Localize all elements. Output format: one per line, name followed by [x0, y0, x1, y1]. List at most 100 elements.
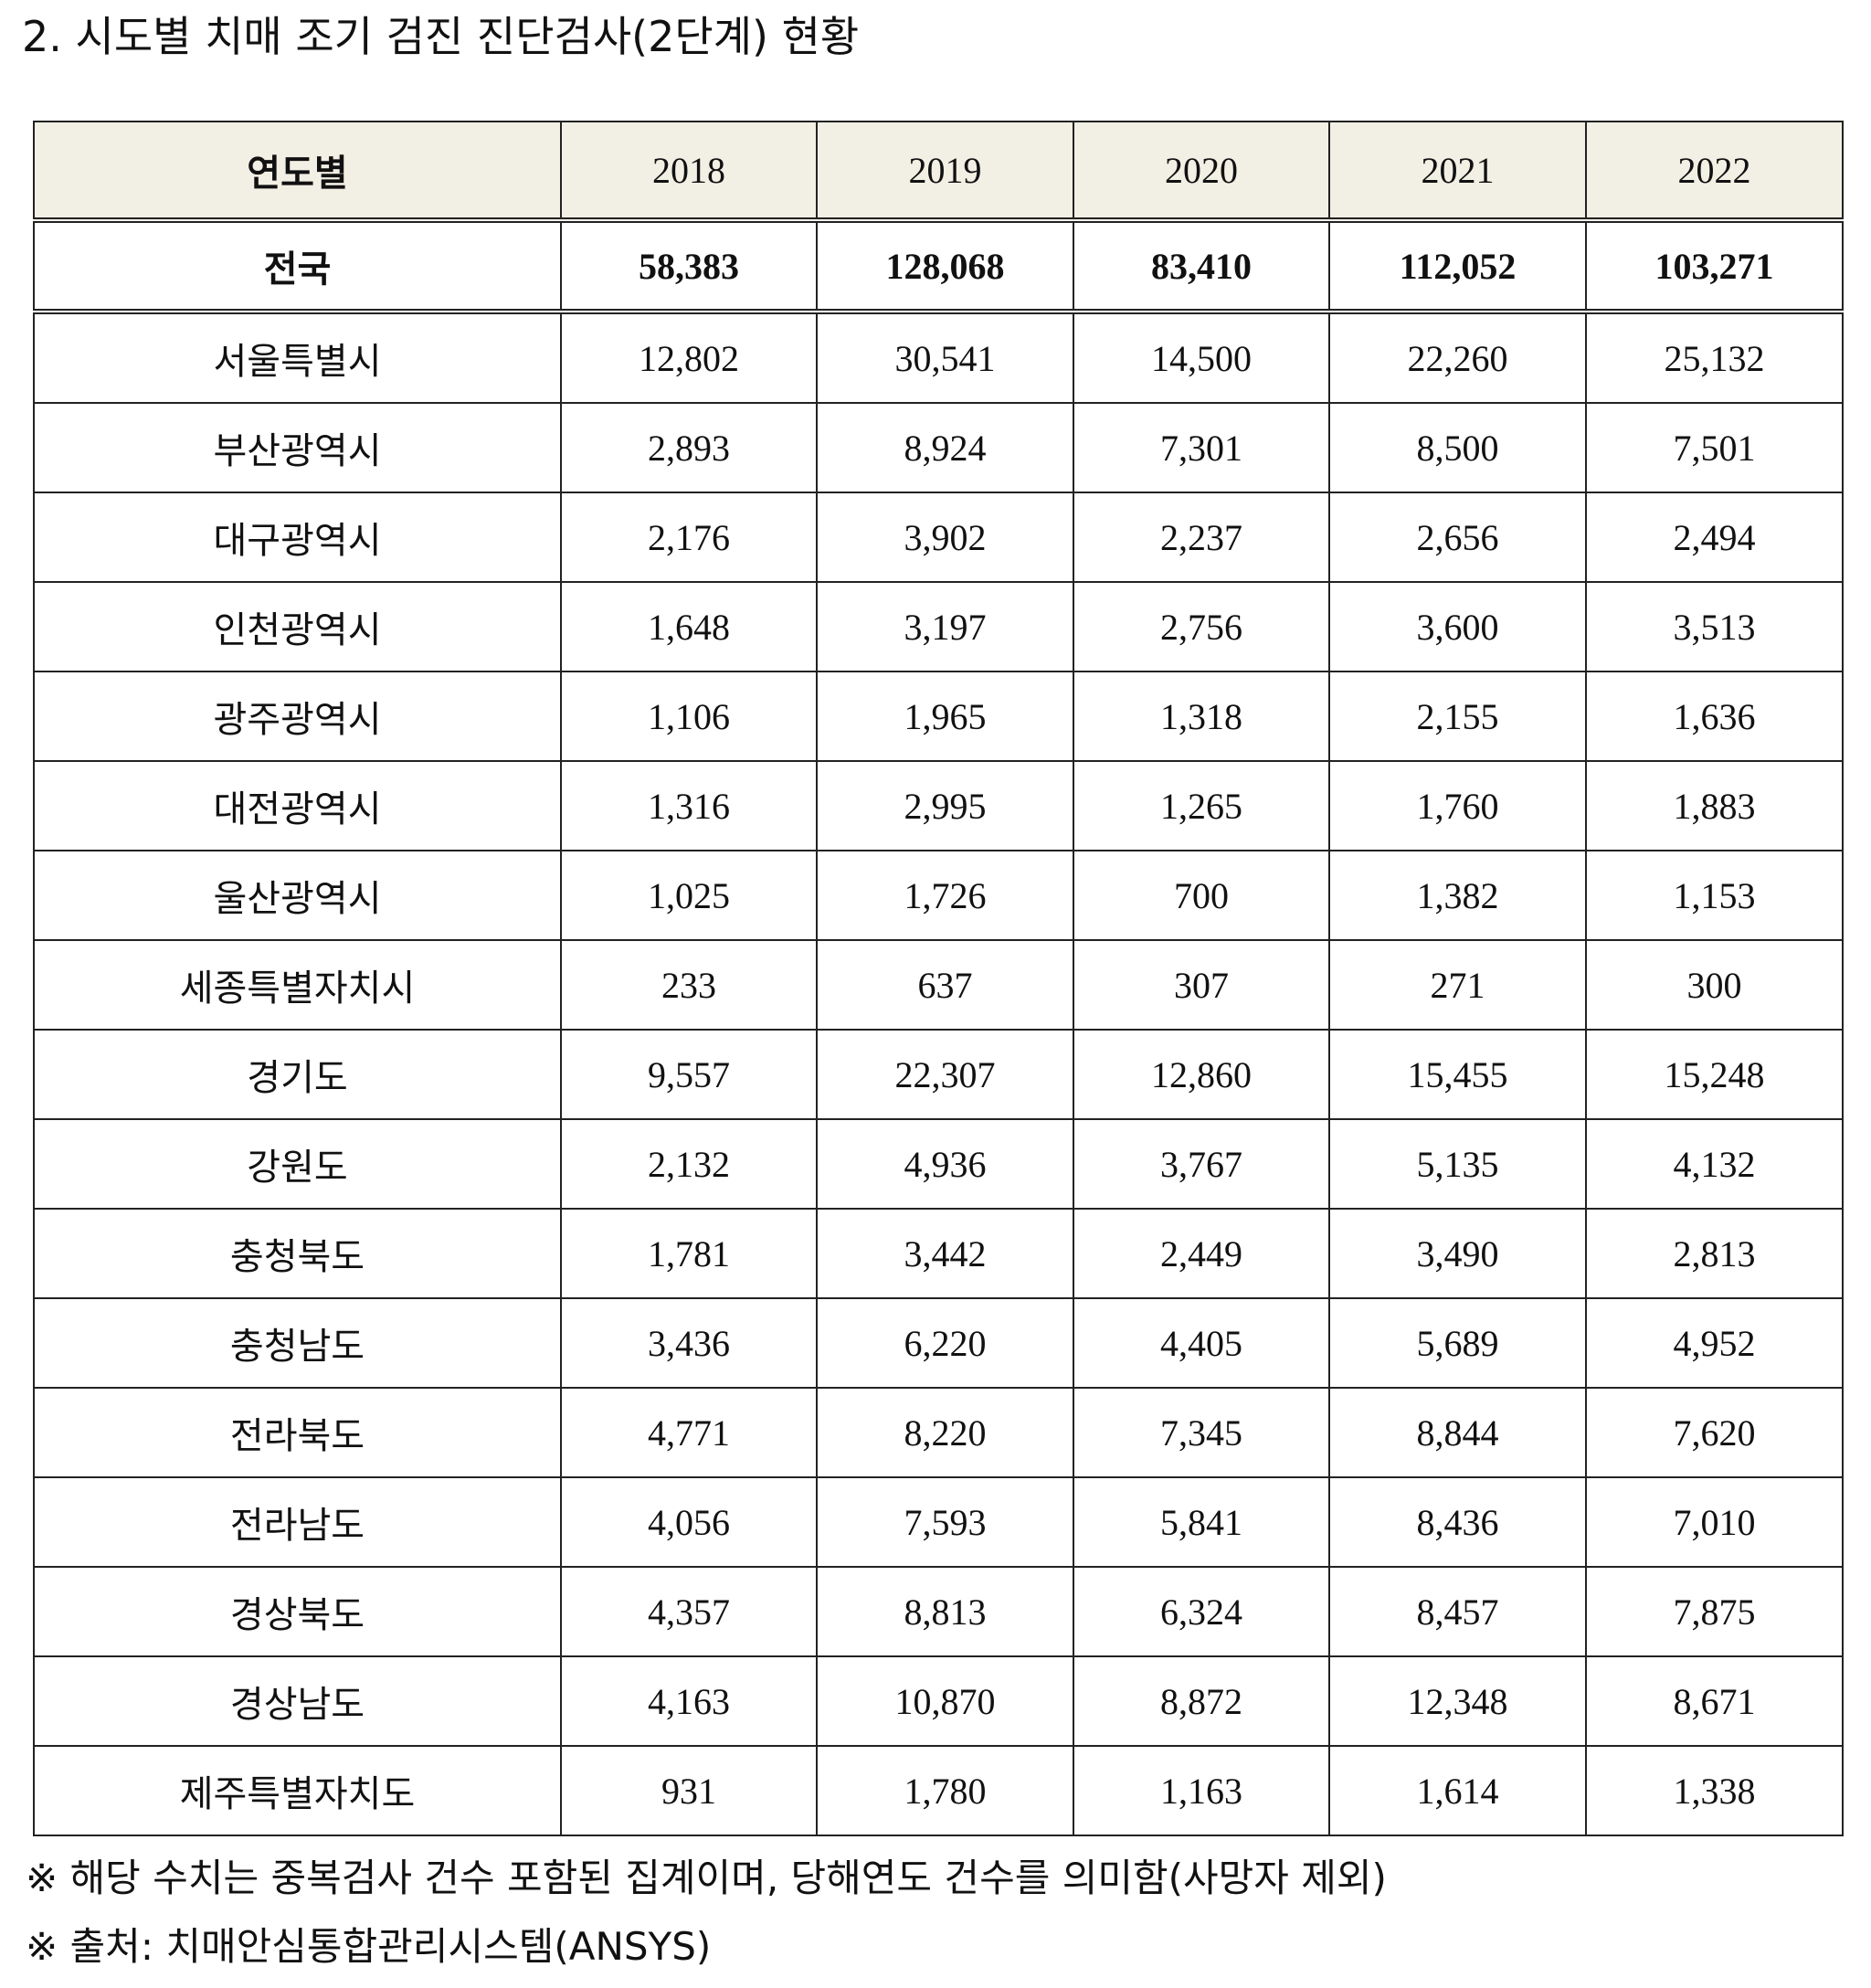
- value-cell: 4,771: [560, 1387, 818, 1478]
- value-cell: 30,541: [816, 311, 1074, 404]
- value-cell: 6,324: [1073, 1566, 1330, 1657]
- value-cell: 5,135: [1328, 1118, 1587, 1210]
- table-row: 경상남도 4,163 10,870 8,872 12,348 8,671: [33, 1655, 1844, 1747]
- region-cell: 광주광역시: [33, 671, 562, 762]
- value-cell: 7,345: [1073, 1387, 1330, 1478]
- value-cell: 1,265: [1073, 760, 1330, 851]
- value-cell: 7,620: [1585, 1387, 1844, 1478]
- region-cell: 전라북도: [33, 1387, 562, 1478]
- region-cell: 경상남도: [33, 1655, 562, 1747]
- value-cell: 4,163: [560, 1655, 818, 1747]
- value-cell: 5,841: [1073, 1476, 1330, 1568]
- header-cell: 2020: [1073, 121, 1330, 223]
- value-cell: 931: [560, 1745, 818, 1836]
- value-cell: 83,410: [1073, 219, 1330, 314]
- table-row: 전국 58,383 128,068 83,410 112,052 103,271: [33, 219, 1844, 314]
- value-cell: 307: [1073, 939, 1330, 1031]
- table-row: 경상북도 4,357 8,813 6,324 8,457 7,875: [33, 1566, 1844, 1657]
- value-cell: 2,132: [560, 1118, 818, 1210]
- value-cell: 2,656: [1328, 492, 1587, 583]
- table-row: 제주특별자치도 931 1,780 1,163 1,614 1,338: [33, 1745, 1844, 1836]
- value-cell: 1,883: [1585, 760, 1844, 851]
- value-cell: 1,106: [560, 671, 818, 762]
- table-row: 전라남도 4,056 7,593 5,841 8,436 7,010: [33, 1476, 1844, 1568]
- note: ※ 해당 수치는 중복검사 건수 포함된 집계이며, 당해연도 건수를 의미함(…: [26, 1856, 1387, 1900]
- value-cell: 3,197: [816, 581, 1074, 672]
- value-cell: 8,500: [1328, 402, 1587, 493]
- value-cell: 1,760: [1328, 760, 1587, 851]
- value-cell: 15,248: [1585, 1029, 1844, 1120]
- value-cell: 1,318: [1073, 671, 1330, 762]
- value-cell: 4,936: [816, 1118, 1074, 1210]
- value-cell: 8,924: [816, 402, 1074, 493]
- value-cell: 8,844: [1328, 1387, 1587, 1478]
- table-row: 전라북도 4,771 8,220 7,345 8,844 7,620: [33, 1387, 1844, 1478]
- value-cell: 2,756: [1073, 581, 1330, 672]
- header-cell: 연도별: [33, 121, 562, 223]
- value-cell: 233: [560, 939, 818, 1031]
- value-cell: 1,382: [1328, 850, 1587, 941]
- value-cell: 7,501: [1585, 402, 1844, 493]
- value-cell: 7,875: [1585, 1566, 1844, 1657]
- region-cell: 인천광역시: [33, 581, 562, 672]
- value-cell: 58,383: [560, 219, 818, 314]
- value-cell: 103,271: [1585, 219, 1844, 314]
- table-row: 울산광역시 1,025 1,726 700 1,382 1,153: [33, 850, 1844, 941]
- value-cell: 7,010: [1585, 1476, 1844, 1568]
- value-cell: 4,132: [1585, 1118, 1844, 1210]
- table-row: 충청북도 1,781 3,442 2,449 3,490 2,813: [33, 1208, 1844, 1299]
- value-cell: 8,436: [1328, 1476, 1587, 1568]
- value-cell: 1,338: [1585, 1745, 1844, 1836]
- table-row: 대전광역시 1,316 2,995 1,265 1,760 1,883: [33, 760, 1844, 851]
- value-cell: 112,052: [1328, 219, 1587, 314]
- table-row: 세종특별자치시 233 637 307 271 300: [33, 939, 1844, 1031]
- table-row: 경기도 9,557 22,307 12,860 15,455 15,248: [33, 1029, 1844, 1120]
- value-cell: 3,600: [1328, 581, 1587, 672]
- region-cell: 제주특별자치도: [33, 1745, 562, 1836]
- value-cell: 8,220: [816, 1387, 1074, 1478]
- value-cell: 22,307: [816, 1029, 1074, 1120]
- value-cell: 3,490: [1328, 1208, 1587, 1299]
- value-cell: 3,442: [816, 1208, 1074, 1299]
- value-cell: 25,132: [1585, 311, 1844, 404]
- region-cell: 세종특별자치시: [33, 939, 562, 1031]
- value-cell: 300: [1585, 939, 1844, 1031]
- header-cell: 2022: [1585, 121, 1844, 223]
- value-cell: 3,436: [560, 1297, 818, 1389]
- value-cell: 7,301: [1073, 402, 1330, 493]
- value-cell: 1,025: [560, 850, 818, 941]
- value-cell: 1,648: [560, 581, 818, 672]
- region-cell: 충청북도: [33, 1208, 562, 1299]
- value-cell: 9,557: [560, 1029, 818, 1120]
- region-cell: 강원도: [33, 1118, 562, 1210]
- header-cell: 2018: [560, 121, 818, 223]
- region-cell: 전라남도: [33, 1476, 562, 1568]
- value-cell: 1,163: [1073, 1745, 1330, 1836]
- table-row: 서울특별시 12,802 30,541 14,500 22,260 25,132: [33, 311, 1844, 404]
- value-cell: 8,671: [1585, 1655, 1844, 1747]
- value-cell: 2,237: [1073, 492, 1330, 583]
- value-cell: 7,593: [816, 1476, 1074, 1568]
- header-row: 연도별 2018 2019 2020 2021 2022: [33, 121, 1844, 223]
- value-cell: 8,457: [1328, 1566, 1587, 1657]
- value-cell: 271: [1328, 939, 1587, 1031]
- value-cell: 1,780: [816, 1745, 1074, 1836]
- region-cell: 부산광역시: [33, 402, 562, 493]
- value-cell: 2,494: [1585, 492, 1844, 583]
- value-cell: 2,155: [1328, 671, 1587, 762]
- value-cell: 4,357: [560, 1566, 818, 1657]
- header-cell: 2021: [1328, 121, 1587, 223]
- value-cell: 4,952: [1585, 1297, 1844, 1389]
- region-cell: 대전광역시: [33, 760, 562, 851]
- header-cell: 2019: [816, 121, 1074, 223]
- value-cell: 1,636: [1585, 671, 1844, 762]
- value-cell: 2,449: [1073, 1208, 1330, 1299]
- value-cell: 1,316: [560, 760, 818, 851]
- value-cell: 12,860: [1073, 1029, 1330, 1120]
- region-cell: 경상북도: [33, 1566, 562, 1657]
- value-cell: 128,068: [816, 219, 1074, 314]
- value-cell: 2,813: [1585, 1208, 1844, 1299]
- table-row: 강원도 2,132 4,936 3,767 5,135 4,132: [33, 1118, 1844, 1210]
- table-row: 광주광역시 1,106 1,965 1,318 2,155 1,636: [33, 671, 1844, 762]
